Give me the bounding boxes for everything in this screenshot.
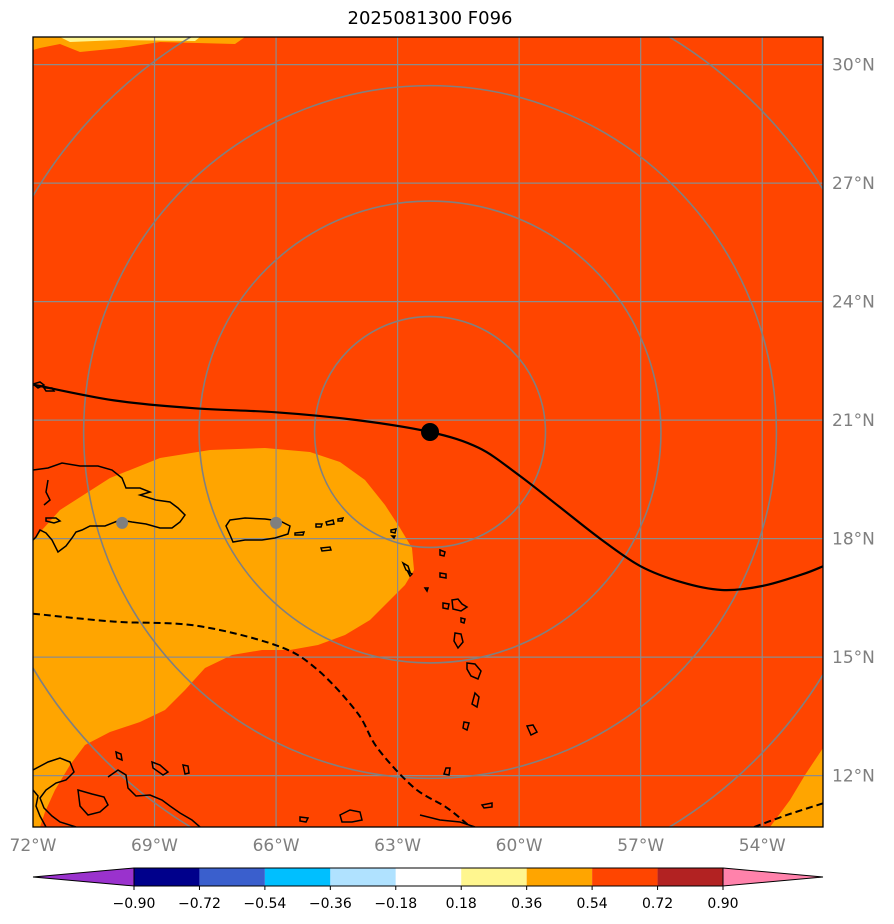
colorbar-box-2 [264, 868, 331, 886]
colorbar-box-0 [134, 868, 200, 886]
lat-label-3: 21°N [832, 411, 875, 431]
colorbar-outline [133, 867, 724, 887]
lon-tick-labels: 72°W 69°W 66°W 63°W 60°W 57°W 54°W [10, 836, 786, 856]
colorbar-box-3 [330, 868, 396, 886]
colorbar-label-6: 0.36 [511, 896, 542, 912]
lon-label-2: 66°W [253, 836, 300, 856]
lon-label-1: 69°W [131, 836, 178, 856]
range-ring-1 [313, 315, 547, 549]
range-ring-3 [82, 84, 778, 780]
colorbar-box-5 [461, 868, 527, 886]
graticule [33, 37, 823, 827]
dashed-contour-west [33, 612, 472, 827]
colorbar-tick-labels: −0.90 −0.72 −0.54 −0.36 −0.18 0.18 0.36 0.54 0.7… [113, 896, 739, 912]
colorbar-label-3: −0.36 [309, 896, 352, 912]
coastlines [33, 381, 539, 827]
lat-label-1: 27°N [832, 174, 875, 194]
field-mid-west [33, 448, 414, 827]
plot-title: 2025081300 F096 [347, 8, 513, 29]
lat-tick-labels: 30°N 27°N 24°N 21°N 18°N 15°N 12°N [832, 56, 875, 787]
map-frame [32, 36, 824, 828]
reference-points [116, 516, 283, 529]
field-high-patch [33, 465, 60, 490]
colorbar-box-7 [592, 868, 658, 886]
field-yellow-north [60, 37, 200, 42]
storm-center-marker [421, 423, 440, 441]
colorbar-box-4 [395, 868, 462, 886]
colorbar-box-1 [199, 868, 265, 886]
range-ring-2 [198, 200, 662, 664]
lat-label-2: 24°N [832, 293, 875, 313]
lon-label-3: 63°W [374, 836, 421, 856]
colorbar-label-5: 0.18 [446, 896, 477, 912]
lat-label-4: 18°N [832, 530, 875, 550]
lon-label-0: 72°W [10, 836, 57, 856]
reference-point-2 [270, 516, 283, 529]
colorbar-label-2: −0.54 [243, 896, 286, 912]
colorbar-box-8 [657, 868, 723, 886]
colorbar-extend-high [722, 867, 824, 887]
colorbar-label-8: 0.72 [642, 896, 673, 912]
colorbar-label-0: −0.90 [113, 896, 156, 912]
lat-label-0: 30°N [832, 56, 875, 76]
colorbar-label-1: −0.72 [178, 896, 221, 912]
lat-label-5: 15°N [832, 648, 875, 668]
lon-label-5: 57°W [617, 836, 664, 856]
colorbar-label-9: 0.90 [707, 896, 738, 912]
lon-label-4: 60°W [496, 836, 543, 856]
storm-track-line [33, 383, 823, 592]
colorbar [32, 867, 824, 890]
range-rings [33, 37, 823, 827]
colorbar-box-6 [526, 868, 593, 886]
colorbar-extend-low [32, 867, 135, 887]
reference-point-1 [116, 516, 129, 529]
lat-label-6: 12°N [832, 767, 875, 787]
lon-label-6: 54°W [739, 836, 786, 856]
dashed-contour-east [753, 802, 823, 827]
colorbar-label-4: −0.18 [374, 896, 417, 912]
colorbar-label-7: 0.54 [577, 896, 608, 912]
